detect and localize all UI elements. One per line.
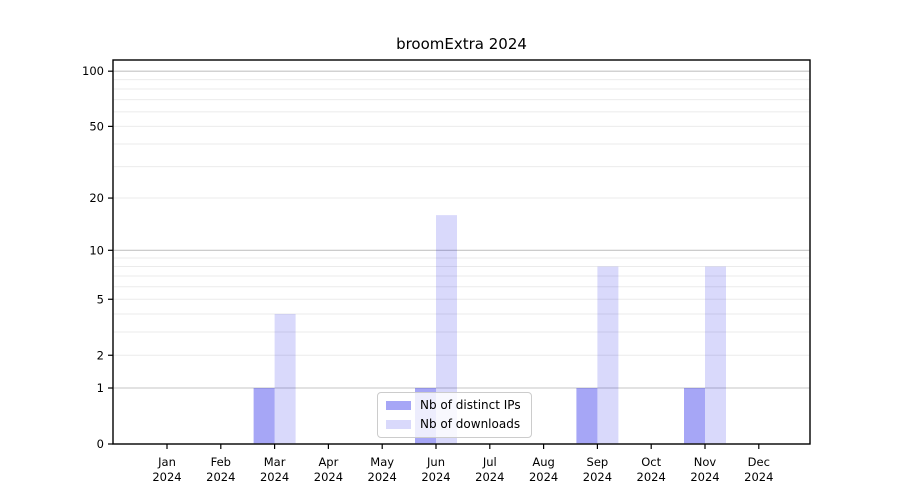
legend-swatch-distinct-ips-icon — [386, 400, 411, 410]
axis-spines — [112, 59, 811, 445]
chart-title: broomExtra 2024 — [396, 35, 527, 53]
y-tick-label: 2 — [97, 348, 104, 362]
x-tick-label-month: Oct — [641, 455, 661, 469]
x-tick-label-year: 2024 — [421, 470, 450, 484]
legend-swatch-downloads-icon — [386, 419, 411, 429]
x-tick-label-year: 2024 — [260, 470, 289, 484]
y-tick-label: 50 — [89, 119, 104, 133]
bar-distinct-ips — [576, 388, 598, 444]
x-tick-label-year: 2024 — [637, 470, 666, 484]
x-tick-label-year: 2024 — [152, 470, 181, 484]
x-tick-label-year: 2024 — [475, 470, 504, 484]
x-tick-label-year: 2024 — [744, 470, 773, 484]
bar-downloads — [597, 266, 619, 444]
x-tick-label-month: Jan — [157, 455, 176, 469]
x-tick-label-month: Aug — [532, 455, 554, 469]
legend-label-distinct-ips: Nb of distinct IPs — [420, 398, 521, 412]
x-tick-label-month: Apr — [318, 455, 338, 469]
legend-item-distinct-ips: Nb of distinct IPs — [386, 398, 521, 412]
x-tick-label-month: Feb — [211, 455, 231, 469]
x-tick-label-month: Sep — [587, 455, 609, 469]
y-tick-label: 5 — [97, 292, 104, 306]
x-tick-label-month: Dec — [748, 455, 770, 469]
x-tick-label-year: 2024 — [529, 470, 558, 484]
x-tick-label-month: Jun — [426, 455, 445, 469]
y-tick-label: 10 — [89, 243, 104, 257]
y-tick-label: 1 — [97, 381, 104, 395]
x-tick-label-year: 2024 — [314, 470, 343, 484]
y-tick-label: 100 — [82, 64, 104, 78]
bar-distinct-ips — [253, 388, 275, 444]
x-tick-label-month: Jul — [482, 455, 497, 469]
legend-label-downloads: Nb of downloads — [420, 417, 521, 431]
x-tick-label-month: Mar — [264, 455, 286, 469]
x-tick-label-year: 2024 — [368, 470, 397, 484]
y-tick-label: 0 — [97, 437, 104, 451]
bar-distinct-ips — [684, 388, 705, 444]
bar-downloads — [274, 313, 296, 444]
x-tick-label-year: 2024 — [690, 470, 719, 484]
bar-downloads — [705, 266, 726, 444]
x-tick-label-month: May — [370, 455, 394, 469]
x-tick-label-year: 2024 — [206, 470, 235, 484]
x-tick-label-month: Nov — [694, 455, 717, 469]
x-tick-label-year: 2024 — [583, 470, 612, 484]
bar-downloads — [436, 215, 457, 444]
legend: Nb of distinct IPs Nb of downloads — [377, 392, 532, 438]
y-tick-label: 20 — [89, 191, 104, 205]
legend-item-downloads: Nb of downloads — [386, 417, 521, 431]
